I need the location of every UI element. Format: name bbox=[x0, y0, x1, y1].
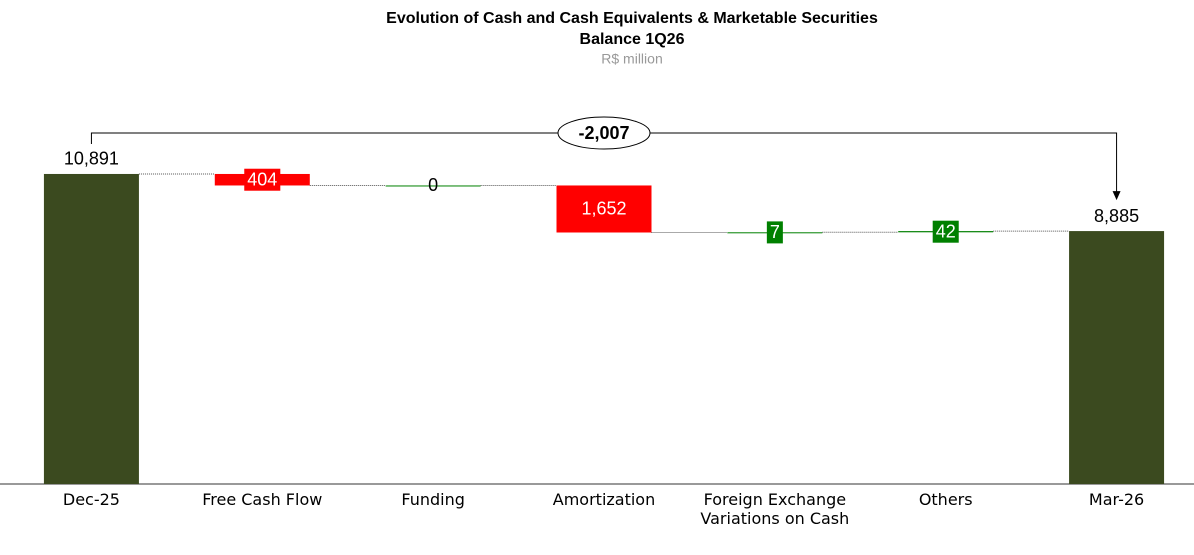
chart-subtitle: Balance 1Q26 bbox=[580, 31, 685, 48]
x-label-box: Foreign Exchange Variations on Cash bbox=[700, 490, 850, 528]
x-label-box: Free Cash Flow bbox=[202, 490, 323, 509]
value-label-group: 1,652 bbox=[581, 199, 626, 219]
value-label: 10,891 bbox=[64, 149, 119, 169]
x-tick-label: Funding bbox=[401, 490, 465, 509]
x-label-box: Funding bbox=[401, 490, 465, 509]
value-label: 42 bbox=[936, 221, 956, 241]
x-label-box: Mar-26 bbox=[1088, 490, 1145, 509]
bar bbox=[43, 173, 139, 484]
x-tick-label: Free Cash Flow bbox=[202, 490, 323, 509]
annotation: -2,007 bbox=[578, 123, 629, 143]
value-label: 1,652 bbox=[581, 199, 626, 219]
value-label-box bbox=[244, 168, 281, 191]
value-label-group: 7 bbox=[766, 221, 783, 244]
annotation-bubble bbox=[557, 116, 651, 150]
value-label: 404 bbox=[247, 169, 277, 189]
value-label: 7 bbox=[770, 222, 780, 242]
x-tick-label: Foreign Exchange Variations on Cash bbox=[700, 490, 850, 528]
x-label-box: Others bbox=[918, 490, 973, 509]
value-label-group: 42 bbox=[932, 220, 959, 243]
x-label-box: Amortization bbox=[552, 490, 656, 509]
value-label: 0 bbox=[428, 175, 438, 195]
x-tick-label: Dec-25 bbox=[62, 490, 120, 509]
x-label-box: Dec-25 bbox=[62, 490, 120, 509]
unit-label: R$ million bbox=[601, 51, 662, 67]
chart-title: Evolution of Cash and Cash Equivalents &… bbox=[386, 10, 878, 27]
value-label: 8,885 bbox=[1094, 206, 1139, 226]
value-label-group: 404 bbox=[244, 168, 281, 191]
value-label-box bbox=[766, 221, 783, 244]
arrow-head bbox=[1112, 191, 1121, 201]
bar bbox=[556, 185, 652, 233]
x-tick-label: Mar-26 bbox=[1088, 490, 1145, 509]
bar bbox=[1069, 231, 1165, 484]
value-label-group: 0 bbox=[428, 175, 438, 195]
value-label-box bbox=[932, 220, 959, 243]
bar bbox=[385, 185, 481, 187]
x-tick-label: Others bbox=[918, 490, 973, 509]
x-tick-label: Amortization bbox=[552, 490, 656, 509]
